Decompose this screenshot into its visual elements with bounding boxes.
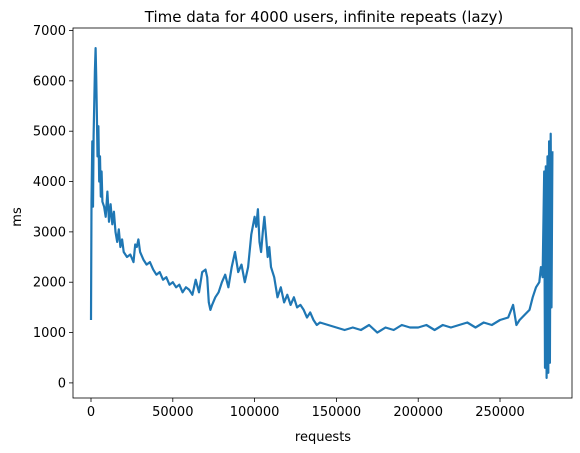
y-tick-label: 7000 (33, 24, 66, 39)
y-tick-label: 1000 (33, 326, 66, 341)
x-axis-title: requests (295, 430, 351, 445)
axes-frame (72, 27, 573, 399)
x-tick-label: 150000 (312, 405, 362, 420)
x-tick-label: 100000 (230, 405, 280, 420)
y-tick-label: 4000 (33, 175, 66, 190)
series-line (89, 47, 554, 379)
x-tick-label: 0 (87, 405, 95, 420)
y-tick-label: 3000 (33, 225, 66, 240)
y-tick-label: 2000 (33, 276, 66, 291)
y-tick-label: 5000 (33, 125, 66, 140)
y-tick-label: 6000 (33, 74, 66, 89)
y-tick-label: 0 (58, 376, 66, 391)
y-axis-title: ms (10, 207, 25, 227)
axes: 0 50000 100000 150000 200000 250000 0 1000 2000 3… (33, 24, 573, 420)
x-tick-label: 250000 (475, 405, 525, 420)
chart-title: Time data for 4000 users, infinite repea… (144, 8, 503, 26)
plot-area (89, 47, 554, 379)
x-tick-label: 50000 (152, 405, 193, 420)
x-tick-label: 200000 (393, 405, 443, 420)
